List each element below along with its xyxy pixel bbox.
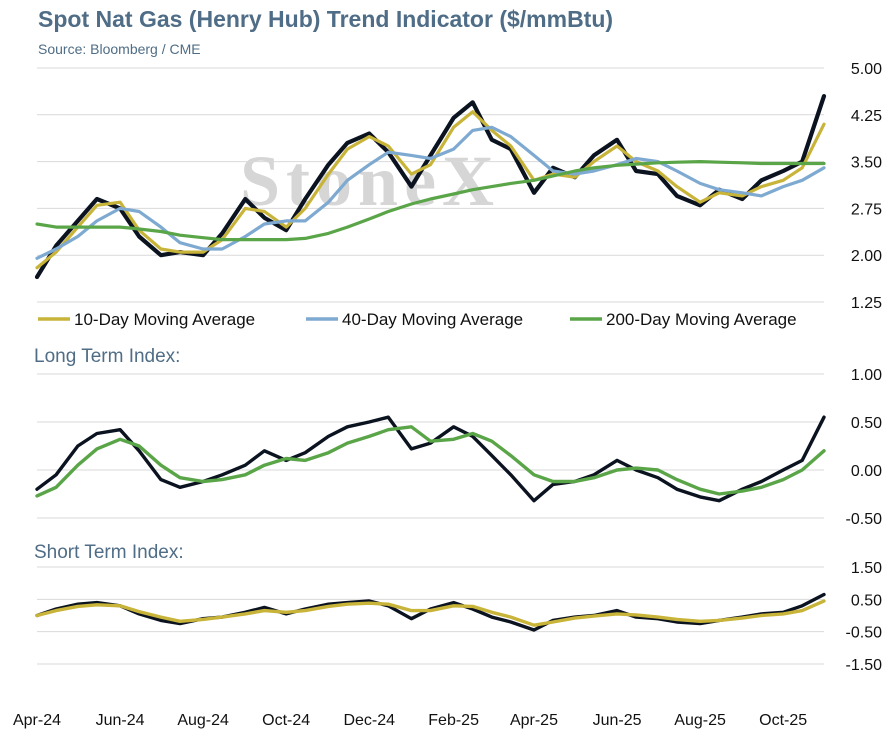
watermark-logo: StoneX xyxy=(240,141,500,221)
x-tick-label: Dec-24 xyxy=(343,712,395,729)
long_term-y-tick-label: 1.00 xyxy=(851,367,882,384)
chart-title: Spot Nat Gas (Henry Hub) Trend Indicator… xyxy=(38,6,614,32)
x-tick-label: Jun-25 xyxy=(593,712,642,729)
short-term-series xyxy=(35,592,826,632)
short-term-index-label: Short Term Index: xyxy=(34,542,184,563)
price-y-tick-label: 2.00 xyxy=(851,248,882,265)
long-term-signal-line xyxy=(35,425,826,498)
long_term-y-tick-label: -0.50 xyxy=(846,511,883,528)
long-term-series xyxy=(35,415,826,503)
x-tick-label: Apr-24 xyxy=(13,712,61,729)
spot-price-line xyxy=(34,93,827,280)
x-tick-label: Oct-24 xyxy=(262,712,310,729)
long_term-y-tick-label: 0.50 xyxy=(851,415,882,432)
short-term-y-axis: 1.50 0.50 -0.50 -1.50 xyxy=(846,560,883,674)
x-tick-label: Aug-25 xyxy=(674,712,726,729)
price-y-tick-label: 3.50 xyxy=(851,155,882,172)
long-term-index-line xyxy=(35,415,826,503)
short_term-y-tick-label: -0.50 xyxy=(846,625,883,642)
x-axis: Apr-24 Jun-24 Aug-24 Oct-24 Dec-24 Feb-25 Apr-… xyxy=(13,712,807,729)
legend: 10-Day Moving Average 40-Day Moving Avera… xyxy=(38,310,797,329)
long_term-y-tick-label: 0.00 xyxy=(851,463,882,480)
ma200-line xyxy=(35,160,826,242)
short-term-signal-line xyxy=(35,599,826,627)
legend-label: 200-Day Moving Average xyxy=(606,310,797,329)
short-term-grid xyxy=(37,566,824,665)
short_term-y-tick-label: 0.50 xyxy=(851,592,882,609)
x-tick-label: Aug-24 xyxy=(177,712,229,729)
short_term-y-tick-label: 1.50 xyxy=(851,560,882,577)
x-tick-label: Jun-24 xyxy=(96,712,145,729)
long-term-index-label: Long Term Index: xyxy=(34,346,180,367)
x-tick-label: Oct-25 xyxy=(759,712,807,729)
short_term-y-tick-label: -1.50 xyxy=(846,657,883,674)
legend-label: 10-Day Moving Average xyxy=(74,310,255,329)
price-series xyxy=(34,93,827,280)
x-tick-label: Apr-25 xyxy=(510,712,558,729)
price-y-tick-label: 2.75 xyxy=(851,201,882,218)
price-y-axis: 5.00 4.25 3.50 2.75 2.00 1.25 xyxy=(851,61,882,312)
price-y-tick-label: 5.00 xyxy=(851,61,882,78)
price-y-tick-label: 1.25 xyxy=(851,295,882,312)
legend-label: 40-Day Moving Average xyxy=(342,310,523,329)
chart-subtitle: Source: Bloomberg / CME xyxy=(38,41,201,57)
ma10-line xyxy=(35,110,826,270)
price-y-tick-label: 4.25 xyxy=(851,108,882,125)
x-tick-label: Feb-25 xyxy=(428,712,479,729)
long-term-y-axis: 1.00 0.50 0.00 -0.50 xyxy=(846,367,883,528)
